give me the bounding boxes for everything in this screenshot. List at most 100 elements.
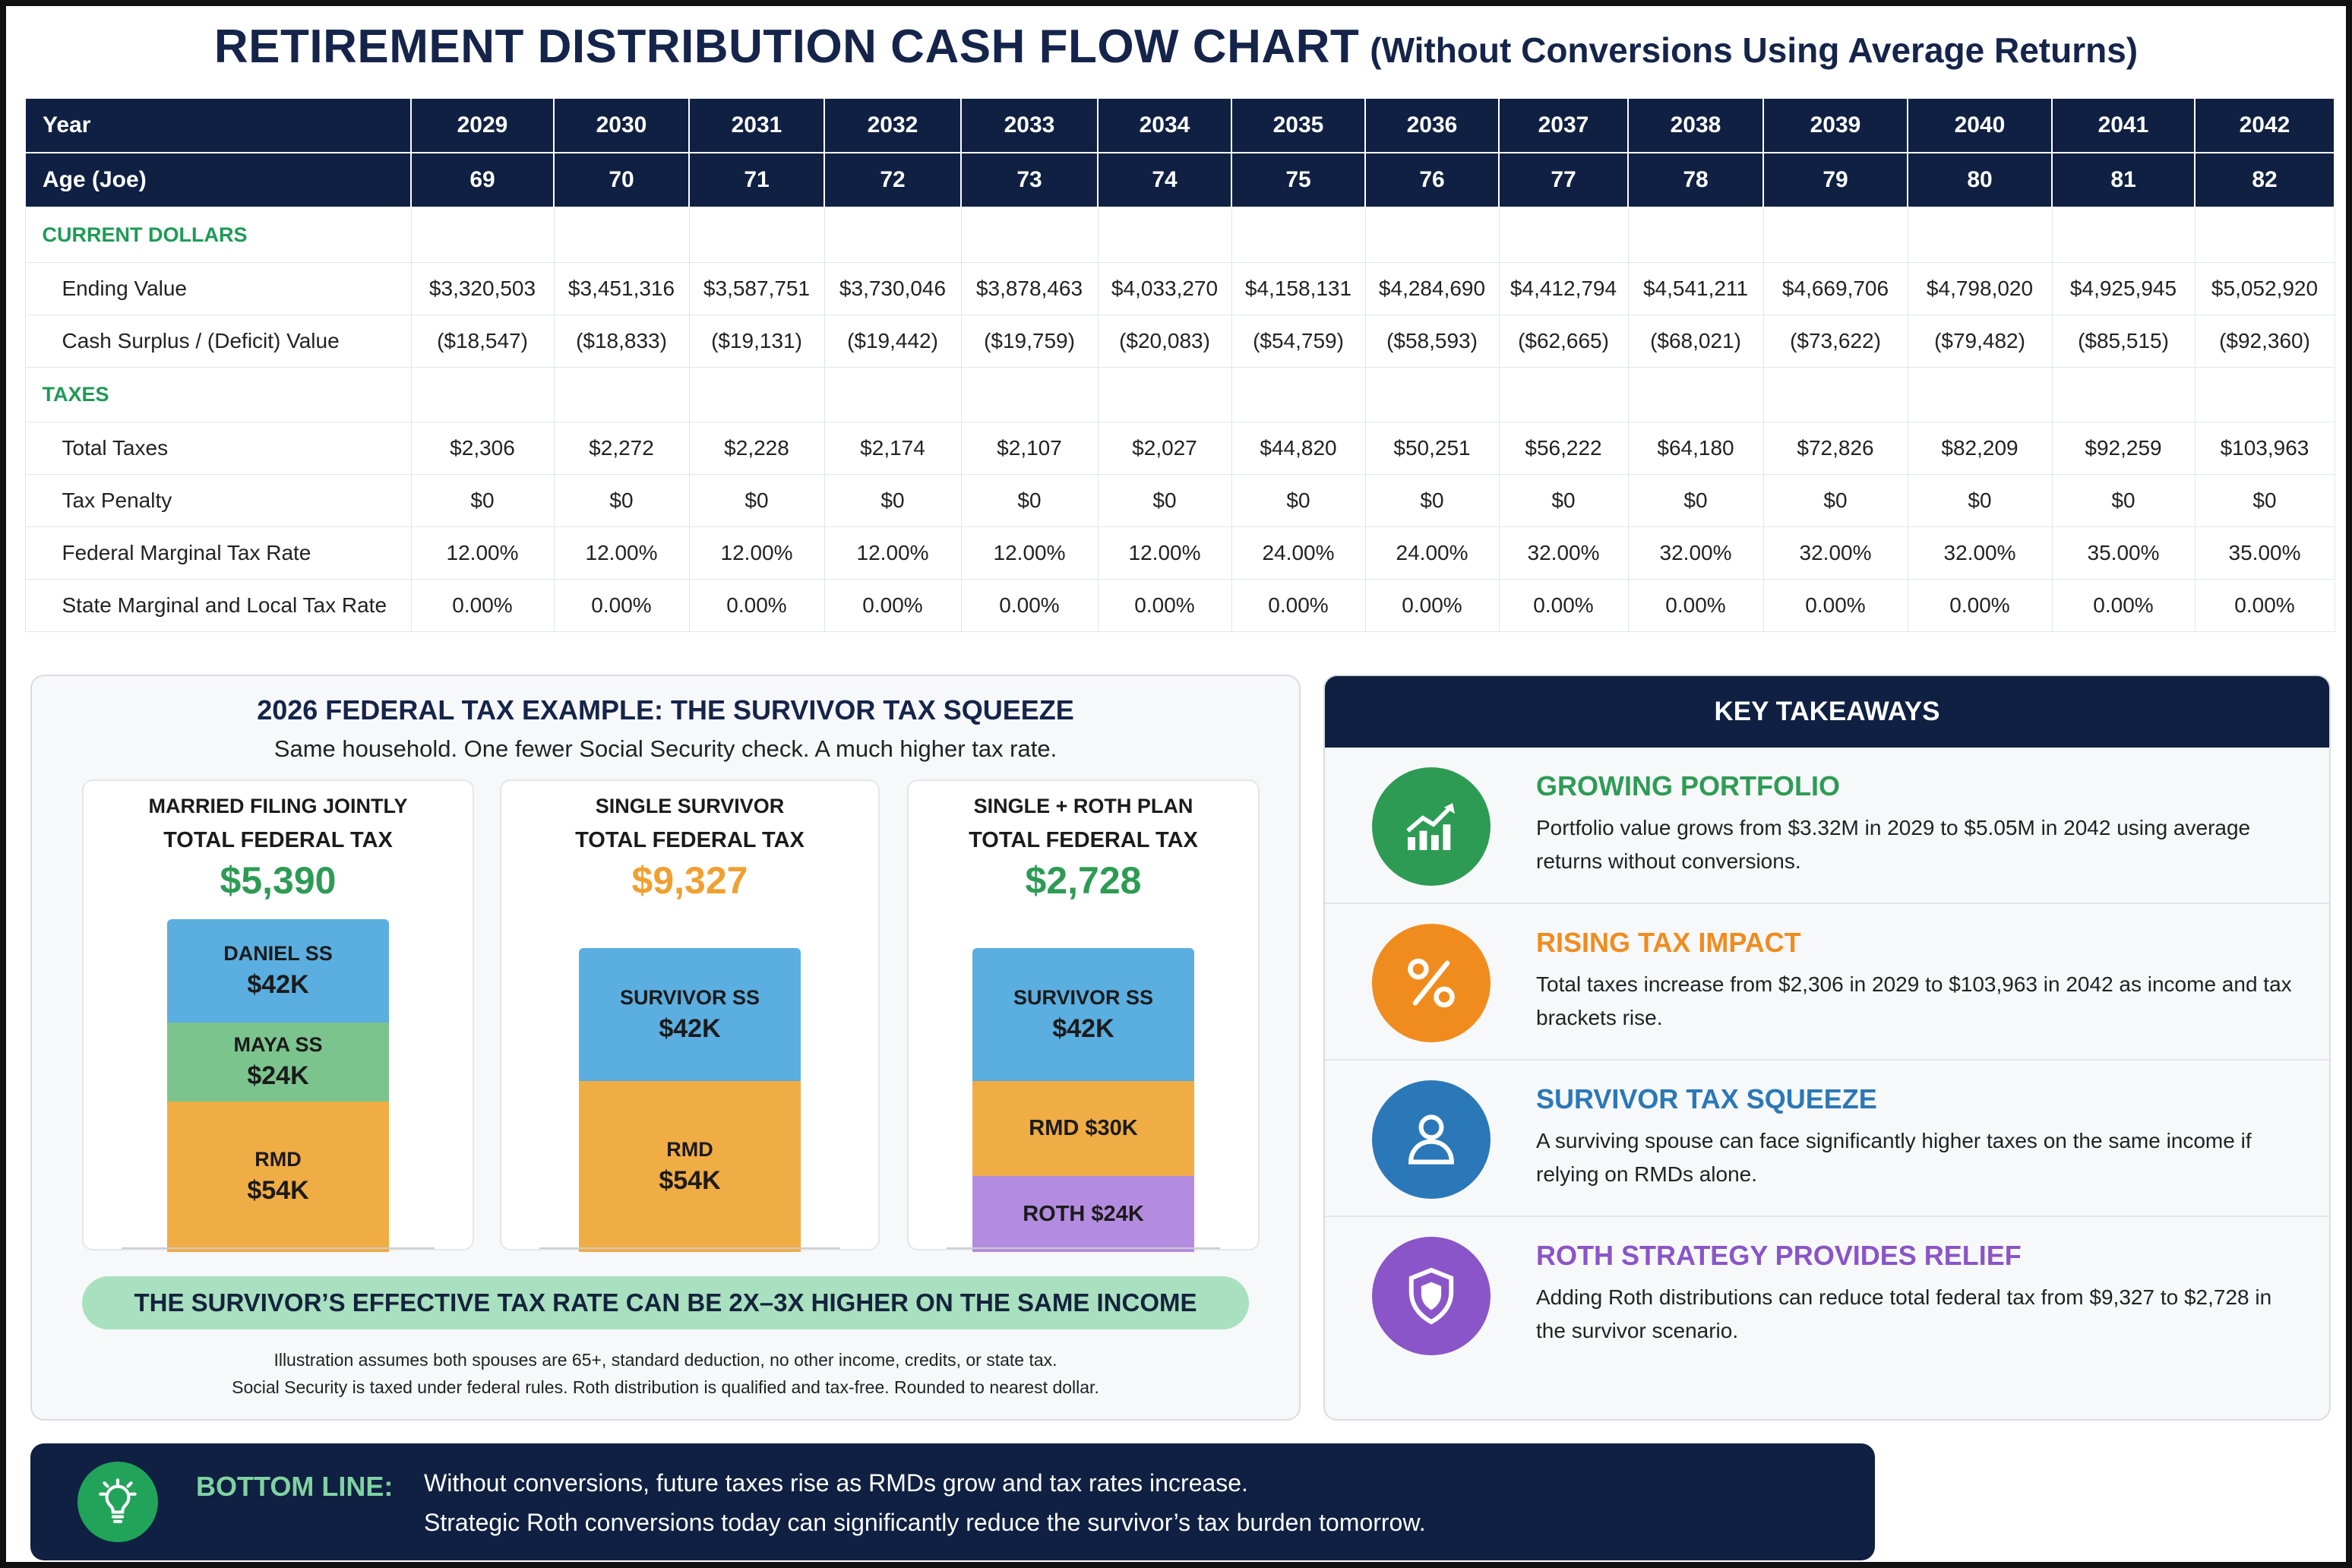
table-row: Ending Value $3,320,503 $3,451,316 $3,587,7… — [24, 261, 2335, 315]
row-label: Cash Surplus / (Deficit) Value — [24, 314, 412, 368]
key-takeaways-panel: KEY TAKEAWAYS GROWING PORTFOLIO Portfolio… — [1323, 675, 2331, 1421]
empty-cell — [1907, 366, 2053, 422]
segment-value: $24K — [247, 1061, 309, 1090]
bottom-line-bar: BOTTOM LINE: Without conversions, future… — [30, 1443, 1875, 1560]
segment-label: RMD $30K — [1029, 1116, 1138, 1140]
takeaway-title: ROTH STRATEGY PROVIDES RELIEF — [1536, 1240, 2022, 1271]
table-row: Cash Surplus / (Deficit) Value ($18,547)(… — [24, 314, 2335, 368]
empty-cell — [2051, 207, 2196, 263]
row-label: Federal Marginal Tax Rate — [24, 526, 412, 580]
table-row: Federal Marginal Tax Rate 12.00% 12.00% 12.… — [24, 526, 2335, 580]
year-row-cell: 2041 — [2051, 97, 2196, 153]
segment-label: ROTH $24K — [1023, 1201, 1144, 1226]
table-cell: $3,451,316 — [553, 261, 690, 315]
bar-baseline — [122, 1247, 435, 1249]
empty-cell — [1097, 366, 1232, 422]
table-cell: $3,320,503 — [410, 261, 555, 315]
table-cell: $0 — [553, 473, 690, 527]
table-cell: 35.00% — [2051, 526, 2196, 580]
income-stack-bar: DANIEL SS $42K MAYA SS $24K RMD $54K — [167, 919, 389, 1252]
row-label: Ending Value — [24, 261, 412, 315]
table-cell: 32.00% — [1498, 526, 1629, 580]
scenario-name: MARRIED FILING JOINTLY — [148, 795, 408, 817]
income-segment: DANIEL SS $42K — [167, 919, 389, 1023]
income-stack-bar: SURVIVOR SS $42K RMD $30K ROTH $24K — [972, 948, 1194, 1252]
table-cell: $2,027 — [1097, 421, 1232, 475]
segment-value: $42K — [659, 1013, 721, 1043]
segment-value: $54K — [247, 1176, 309, 1205]
income-segment: MAYA SS $24K — [167, 1023, 389, 1102]
empty-cell — [553, 207, 690, 263]
age-row-cell: 74 — [1097, 152, 1232, 208]
segment-value: $54K — [659, 1165, 721, 1195]
table-cell: $4,033,270 — [1097, 261, 1232, 315]
income-segment: RMD $30K — [972, 1081, 1194, 1176]
scenario-total-tax: $2,728 — [1025, 859, 1142, 902]
survivor-tax-example-panel: 2026 FEDERAL TAX EXAMPLE: THE SURVIVOR T… — [30, 675, 1301, 1421]
row-label: State Marginal and Local Tax Rate — [24, 578, 412, 632]
table-cell: $0 — [2194, 473, 2335, 527]
table-row: Tax Penalty $0 $0 $0 $0 $0 $0 $0 $0 $0 $0 $0 $0 $0 $0 — [24, 473, 2335, 527]
empty-cell — [1762, 207, 1908, 263]
scenario-total-tax: $9,327 — [631, 859, 748, 902]
income-segment: ROTH $24K — [972, 1176, 1194, 1252]
year-row-cell: 2031 — [688, 97, 825, 153]
year-row-cell: 2036 — [1364, 97, 1500, 153]
age-row-cell: 71 — [688, 152, 825, 208]
segment-value: $42K — [247, 970, 309, 999]
year-row-cell: 2042 — [2194, 97, 2335, 153]
age-row-cell: 80 — [1907, 152, 2053, 208]
table-cell: 0.00% — [1231, 578, 1366, 632]
table-cell: 0.00% — [1097, 578, 1232, 632]
table-cell: $2,272 — [553, 421, 690, 475]
table-cell: $103,963 — [2194, 421, 2335, 475]
table-cell: 0.00% — [2194, 578, 2335, 632]
bottom-line-text-2: Strategic Roth conversions today can sig… — [424, 1509, 1426, 1536]
table-cell: $0 — [824, 473, 962, 527]
bottom-line-text-1: Without conversions, future taxes rise a… — [424, 1469, 1248, 1497]
age-row-cell: 76 — [1364, 152, 1500, 208]
age-row-cell: 78 — [1627, 152, 1764, 208]
bottom-line-label: BOTTOM LINE: — [196, 1471, 394, 1502]
table-cell: $4,798,020 — [1907, 261, 2053, 315]
age-row-cell: 82 — [2194, 152, 2335, 208]
table-cell: $50,251 — [1364, 421, 1500, 475]
empty-cell — [1627, 207, 1764, 263]
table-cell: $3,587,751 — [688, 261, 825, 315]
row-label: Total Taxes — [24, 421, 412, 475]
section-title: TAXES — [24, 366, 412, 422]
table-cell: $0 — [688, 473, 825, 527]
bar-baseline — [947, 1247, 1220, 1249]
takeaway-item: GROWING PORTFOLIO Portfolio value grows f… — [1325, 748, 2329, 904]
table-cell: 12.00% — [553, 526, 690, 580]
takeaway-title: SURVIVOR TAX SQUEEZE — [1536, 1083, 1877, 1114]
empty-cell — [1907, 207, 2053, 263]
tax-scenario-card: MARRIED FILING JOINTLY TOTAL FEDERAL TAX $… — [82, 779, 474, 1252]
empty-cell — [553, 366, 690, 422]
table-cell: 0.00% — [1762, 578, 1908, 632]
table-cell: ($18,833) — [553, 314, 690, 368]
table-cell: ($19,759) — [960, 314, 1099, 368]
takeaway-item: ROTH STRATEGY PROVIDES RELIEF Adding Roth… — [1325, 1217, 2329, 1374]
table-cell: $2,174 — [824, 421, 962, 475]
table-cell: 12.00% — [960, 526, 1099, 580]
table-cell: 0.00% — [824, 578, 962, 632]
table-cell: $4,284,690 — [1364, 261, 1500, 315]
income-stack-bar: SURVIVOR SS $42K RMD $54K — [579, 948, 801, 1252]
table-cell: 32.00% — [1762, 526, 1908, 580]
panel-title: 2026 FEDERAL TAX EXAMPLE: THE SURVIVOR T… — [32, 694, 1299, 726]
table-cell: $0 — [1762, 473, 1908, 527]
scenario-name: SINGLE SURVIVOR — [595, 795, 785, 817]
table-cell: 35.00% — [2194, 526, 2335, 580]
row-label: Tax Penalty — [24, 473, 412, 527]
page-title: RETIREMENT DISTRIBUTION CASH FLOW CHART(… — [6, 20, 2346, 74]
table-cell: 0.00% — [1364, 578, 1500, 632]
table-cell: 0.00% — [1907, 578, 2053, 632]
table-cell: $0 — [1097, 473, 1232, 527]
table-cell: 32.00% — [1627, 526, 1764, 580]
age-row-label: Age (Joe) — [24, 152, 412, 208]
age-row-cell: 81 — [2051, 152, 2196, 208]
table-cell: ($62,665) — [1498, 314, 1629, 368]
takeaway-item: RISING TAX IMPACT Total taxes increase fr… — [1325, 904, 2329, 1061]
empty-cell — [1762, 366, 1908, 422]
